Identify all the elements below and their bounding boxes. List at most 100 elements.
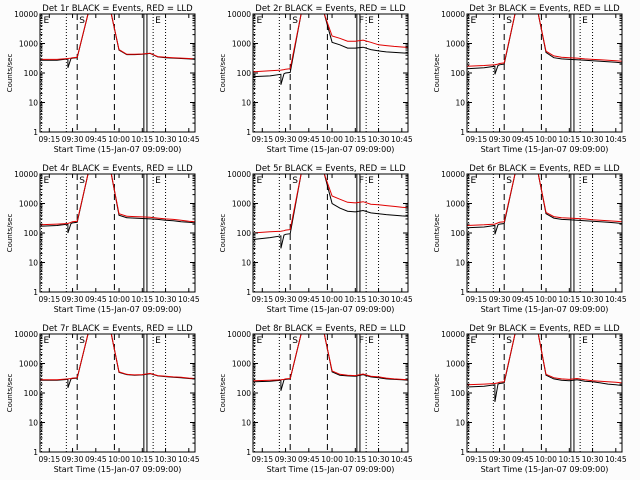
x-tick-label: 10:15 xyxy=(344,135,366,144)
x-tick-label: 10:00 xyxy=(321,135,343,144)
y-tick-label: 10 xyxy=(241,259,251,268)
plot-frame xyxy=(39,173,196,293)
x-tick-label: 10:00 xyxy=(535,295,557,304)
x-tick-label: 10:45 xyxy=(178,135,200,144)
time-marker-label: E xyxy=(368,336,374,346)
time-marker-label: F xyxy=(359,16,364,26)
x-tick-label: 10:15 xyxy=(344,295,366,304)
x-tick-label: 09:30 xyxy=(489,455,511,464)
x-tick-label: 09:30 xyxy=(489,295,511,304)
chart-title: Det 8r BLACK = Events, RED = LLD xyxy=(255,324,406,334)
x-tick-label: 10:30 xyxy=(582,135,604,144)
detector-chart-9: Det 9r BLACK = Events, RED = LLD E S E 1 10 10… xyxy=(433,324,627,474)
y-tick-label: 10000 xyxy=(14,330,38,339)
lld-series-line xyxy=(467,14,622,67)
x-tick-label: 10:15 xyxy=(131,455,153,464)
chart-title: Det 1r BLACK = Events, RED = LLD xyxy=(42,4,193,14)
y-tick-label: 1 xyxy=(246,448,251,457)
y-tick-label: 1 xyxy=(246,128,251,137)
y-tick-label: 1 xyxy=(460,288,465,297)
y-tick-label: 100 xyxy=(451,229,466,238)
x-tick-label: 10:45 xyxy=(391,295,413,304)
y-tick-label: 100 xyxy=(451,389,466,398)
time-marker-label: S xyxy=(292,16,298,26)
events-series-line xyxy=(253,334,408,391)
plot-frame xyxy=(252,333,409,453)
x-tick-label: 09:45 xyxy=(298,295,320,304)
y-axis-label: Counts/sec xyxy=(6,374,14,413)
x-tick-label: 09:15 xyxy=(465,295,487,304)
y-tick-label: 1000 xyxy=(446,360,465,369)
chart-title: Det 4r BLACK = Events, RED = LLD xyxy=(42,164,193,174)
x-tick-label: 10:30 xyxy=(582,455,604,464)
lld-series-line xyxy=(467,334,622,386)
x-tick-label: 09:30 xyxy=(489,135,511,144)
x-tick-label: 09:45 xyxy=(85,455,107,464)
detector-chart-6: Det 6r BLACK = Events, RED = LLD E S E 1 10 10… xyxy=(433,164,627,314)
time-marker-label: E xyxy=(155,176,161,186)
chart-title: Det 7r BLACK = Events, RED = LLD xyxy=(42,324,193,334)
y-tick-label: 1 xyxy=(460,128,465,137)
y-tick-label: 100 xyxy=(24,69,39,78)
events-series-line xyxy=(253,14,408,85)
y-tick-label: 100 xyxy=(451,69,466,78)
x-tick-label: 09:30 xyxy=(275,135,297,144)
x-tick-label: 09:15 xyxy=(251,455,273,464)
time-marker-label: S xyxy=(79,16,85,26)
x-tick-label: 10:45 xyxy=(178,295,200,304)
x-tick-label: 09:30 xyxy=(275,455,297,464)
y-tick-label: 100 xyxy=(24,229,39,238)
y-tick-label: 1 xyxy=(460,448,465,457)
lld-series-line xyxy=(467,174,622,226)
y-axis-label: Counts/sec xyxy=(6,54,14,93)
x-tick-label: 10:30 xyxy=(368,295,390,304)
x-tick-label: 09:15 xyxy=(251,295,273,304)
y-axis-label: Counts/sec xyxy=(433,214,441,253)
y-tick-label: 100 xyxy=(24,389,39,398)
time-marker-label: S xyxy=(79,336,85,346)
chart-title: Det 9r BLACK = Events, RED = LLD xyxy=(469,324,620,334)
detector-chart-3: Det 3r BLACK = Events, RED = LLD E S E 1 10 10… xyxy=(433,4,627,154)
x-tick-label: 09:30 xyxy=(275,295,297,304)
y-tick-label: 10 xyxy=(241,99,251,108)
y-axis-label: Counts/sec xyxy=(219,54,227,93)
time-marker-label: E xyxy=(368,176,374,186)
x-axis-label: Start Time (15-Jan-07 09:09:00) xyxy=(54,465,182,474)
time-marker-label: S xyxy=(506,176,512,186)
y-axis-label: Counts/sec xyxy=(6,214,14,253)
x-tick-label: 10:30 xyxy=(368,455,390,464)
time-marker-label: E xyxy=(257,176,263,186)
time-marker-label: E xyxy=(155,16,161,26)
y-tick-label: 100 xyxy=(237,389,252,398)
time-marker-label: E xyxy=(471,16,477,26)
x-tick-label: 10:30 xyxy=(582,295,604,304)
plot-frame xyxy=(466,333,623,453)
x-tick-label: 10:15 xyxy=(344,455,366,464)
y-tick-label: 1 xyxy=(33,288,38,297)
time-marker-label: S xyxy=(292,176,298,186)
y-tick-label: 1 xyxy=(33,448,38,457)
chart-title: Det 6r BLACK = Events, RED = LLD xyxy=(469,164,620,174)
y-tick-label: 10000 xyxy=(441,170,465,179)
x-tick-label: 10:15 xyxy=(131,295,153,304)
x-tick-label: 09:30 xyxy=(62,295,84,304)
x-tick-label: 10:45 xyxy=(178,455,200,464)
x-tick-label: 09:15 xyxy=(38,455,60,464)
x-tick-label: 10:45 xyxy=(605,135,627,144)
chart-title: Det 3r BLACK = Events, RED = LLD xyxy=(469,4,620,14)
x-axis-label: Start Time (15-Jan-07 09:09:00) xyxy=(267,305,395,314)
events-series-line xyxy=(467,334,622,402)
x-tick-label: 10:15 xyxy=(558,295,580,304)
time-marker-label: E xyxy=(582,176,588,186)
y-tick-label: 10000 xyxy=(441,330,465,339)
y-tick-label: 10000 xyxy=(14,10,38,19)
y-tick-label: 10000 xyxy=(227,170,251,179)
events-series-line xyxy=(467,174,622,235)
time-marker-label: F xyxy=(359,176,364,186)
lld-series-line xyxy=(40,14,195,60)
time-marker-label: E xyxy=(582,16,588,26)
x-tick-label: 09:30 xyxy=(62,135,84,144)
y-tick-label: 10 xyxy=(455,259,465,268)
x-tick-label: 09:15 xyxy=(38,295,60,304)
